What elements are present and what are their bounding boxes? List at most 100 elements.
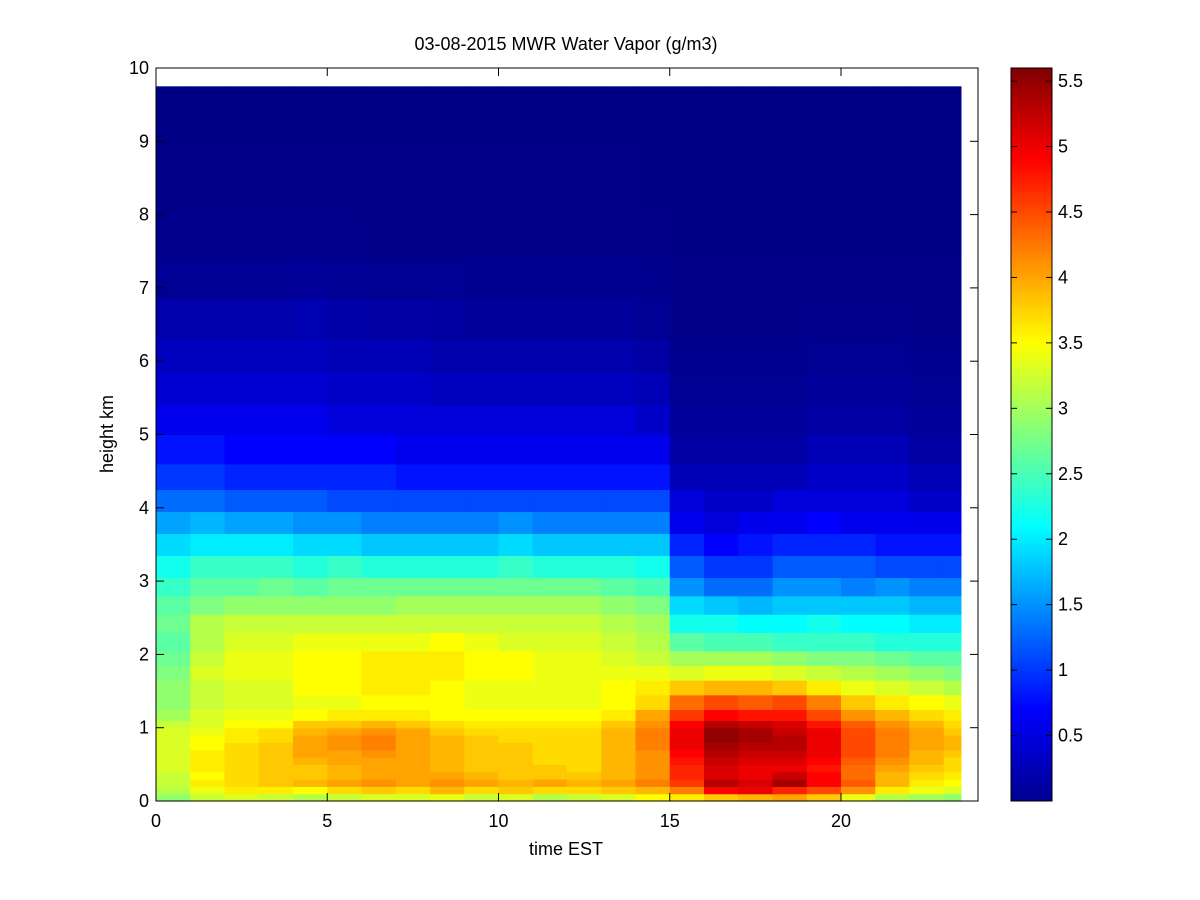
heatmap-cell <box>943 727 962 736</box>
heatmap-cell <box>430 258 465 300</box>
heatmap-cell <box>395 720 431 729</box>
colorbar-tick-label: 3.5 <box>1058 333 1083 353</box>
heatmap-cell <box>464 298 500 340</box>
heatmap-cell <box>258 577 294 597</box>
heatmap-cell <box>293 533 328 557</box>
heatmap-cell <box>258 614 294 634</box>
heatmap-cell <box>704 298 739 340</box>
heatmap-cell <box>875 680 911 696</box>
heatmap-cell <box>498 749 534 758</box>
heatmap-cell <box>361 742 397 751</box>
heatmap-cell <box>498 258 534 300</box>
heatmap-cell <box>430 632 465 652</box>
heatmap-cell <box>567 720 602 729</box>
heatmap-cell <box>293 680 328 696</box>
heatmap-cell <box>190 650 226 666</box>
heatmap-cell <box>293 148 328 216</box>
heatmap-cell <box>156 86 191 150</box>
heatmap-cell <box>430 694 465 710</box>
heatmap-cell <box>190 771 226 780</box>
heatmap-cell <box>806 709 842 721</box>
y-axis: 0 1 2 3 4 5 6 7 8 9 10 <box>129 58 978 811</box>
heatmap-cell <box>669 595 705 615</box>
heatmap-cell <box>293 595 328 615</box>
heatmap-cell <box>293 764 328 773</box>
heatmap-cell <box>361 614 397 634</box>
heatmap-cell <box>772 511 808 535</box>
heatmap-cell <box>601 339 637 373</box>
heatmap-cell <box>772 489 808 513</box>
heatmap-cell <box>293 298 328 340</box>
heatmap-cell <box>704 779 739 787</box>
heatmap-cell <box>293 771 328 780</box>
heatmap-cell <box>738 694 774 710</box>
heatmap-cell <box>567 555 602 579</box>
heatmap-cell <box>772 709 808 721</box>
heatmap-cell <box>361 793 397 802</box>
heatmap-cell <box>498 764 534 773</box>
heatmap-cell <box>464 614 500 634</box>
heatmap-cell <box>532 489 568 513</box>
heatmap-cell <box>430 405 465 436</box>
heatmap-cell <box>943 757 962 765</box>
heatmap-cell <box>224 214 260 260</box>
heatmap-cell <box>806 214 842 260</box>
heatmap-cell <box>704 735 739 743</box>
heatmap-cell <box>293 720 328 729</box>
heatmap-cell <box>601 735 637 743</box>
heatmap-cell <box>601 694 637 710</box>
heatmap-cell <box>498 214 534 260</box>
colorbar-tick-label: 5.5 <box>1058 71 1083 91</box>
heatmap-cell <box>772 533 808 557</box>
heatmap-cell <box>395 709 431 721</box>
heatmap-cell <box>806 665 842 681</box>
heatmap-cell <box>395 632 431 652</box>
heatmap-cell <box>704 555 739 579</box>
heatmap-cell <box>738 757 774 765</box>
heatmap-cell <box>361 372 397 406</box>
heatmap-cell <box>430 727 465 736</box>
heatmap-cell <box>258 405 294 436</box>
heatmap-cell <box>772 339 808 373</box>
heatmap-cell <box>909 533 945 557</box>
heatmap-cell <box>601 727 637 736</box>
heatmap-cell <box>395 793 431 802</box>
heatmap-cell <box>224 148 260 216</box>
heatmap-cell <box>430 298 465 340</box>
heatmap-cell <box>361 298 397 340</box>
heatmap-cell <box>669 434 705 465</box>
heatmap-cell <box>258 148 294 216</box>
heatmap-cell <box>464 793 500 802</box>
heatmap-cell <box>704 771 739 780</box>
heatmap-cell <box>464 650 500 666</box>
heatmap-cell <box>772 555 808 579</box>
colorbar-tick-label: 2.5 <box>1058 464 1083 484</box>
heatmap-cell <box>567 372 602 406</box>
heatmap-cell <box>875 298 911 340</box>
heatmap-cell <box>875 511 911 535</box>
heatmap-cell <box>875 632 911 652</box>
heatmap-cell <box>190 463 226 491</box>
heatmap-cell <box>875 742 911 751</box>
heatmap-cell <box>772 214 808 260</box>
heatmap-cell <box>361 779 397 787</box>
heatmap-cell <box>498 757 534 765</box>
heatmap-cell <box>601 757 637 765</box>
heatmap-cell <box>601 680 637 696</box>
heatmap-cell <box>704 258 739 300</box>
heatmap-cell <box>498 511 534 535</box>
heatmap-cell <box>395 489 431 513</box>
heatmap-cell <box>909 511 945 535</box>
heatmap-cell <box>669 764 705 773</box>
heatmap-cell <box>806 339 842 373</box>
heatmap-cell <box>395 614 431 634</box>
heatmap-cell <box>190 632 226 652</box>
heatmap-cell <box>601 632 637 652</box>
heatmap-cell <box>669 489 705 513</box>
heatmap-cell <box>669 372 705 406</box>
heatmap-cell <box>395 533 431 557</box>
heatmap-cell <box>327 148 363 216</box>
heatmap-cell <box>430 614 465 634</box>
heatmap-cell <box>430 786 465 795</box>
heatmap-cell <box>498 405 534 436</box>
